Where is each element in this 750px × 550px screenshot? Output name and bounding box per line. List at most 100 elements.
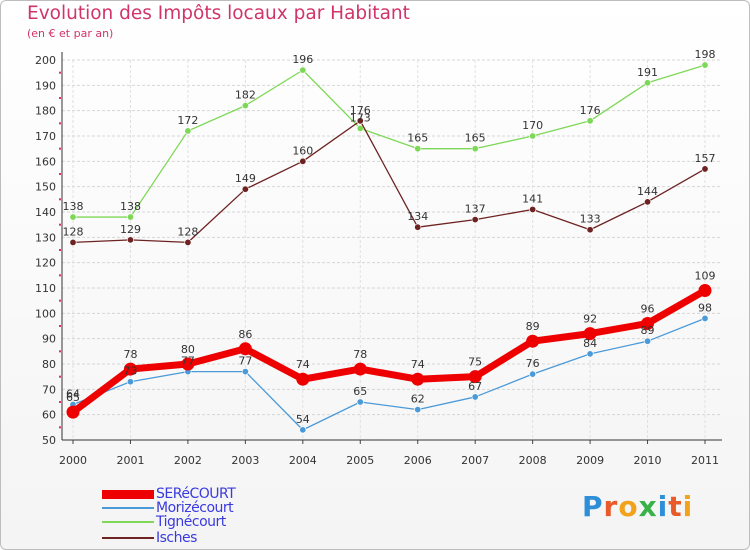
- data-point-isches: [241, 185, 249, 193]
- data-label-isches: 144: [637, 185, 658, 198]
- data-label-tignecourt: 170: [522, 119, 543, 132]
- legend-label: SERéCOURT: [156, 486, 236, 502]
- y-tick-label: 60: [42, 409, 56, 422]
- proxiti-logo: Proxiti: [582, 490, 693, 523]
- y-tick-label: 170: [35, 130, 56, 143]
- data-point-isches: [586, 226, 594, 234]
- y-minor-tick: [59, 274, 61, 277]
- data-label-tignecourt: 198: [695, 48, 716, 61]
- y-minor-tick: [59, 147, 61, 150]
- data-point-morizecourt: [299, 426, 307, 434]
- y-tick-label: 190: [35, 79, 56, 92]
- data-point-isches: [299, 157, 307, 165]
- legend-item-serecourt[interactable]: SERéCOURT: [102, 486, 236, 502]
- data-point-serecourt: [468, 370, 482, 384]
- data-point-tignecourt: [241, 102, 249, 110]
- data-point-serecourt: [583, 327, 597, 341]
- data-label-tignecourt: 172: [177, 114, 198, 127]
- chart-subtitle: (en € et par an): [27, 27, 114, 40]
- y-tick-label: 160: [35, 155, 56, 168]
- data-point-morizecourt: [701, 314, 709, 322]
- data-label-serecourt: 86: [238, 328, 252, 341]
- data-label-tignecourt: 191: [637, 66, 658, 79]
- data-point-morizecourt: [644, 337, 652, 345]
- data-label-isches: 133: [580, 213, 601, 226]
- data-label-isches: 137: [465, 203, 486, 216]
- data-label-tignecourt: 138: [120, 200, 141, 213]
- data-label-isches: 149: [235, 172, 256, 185]
- data-label-morizecourt: 77: [181, 355, 195, 368]
- logo-letter: i: [657, 490, 669, 523]
- y-minor-tick: [59, 122, 61, 125]
- data-point-tignecourt: [69, 213, 77, 221]
- data-label-serecourt: 109: [695, 270, 716, 283]
- x-tick-label: 2007: [461, 454, 489, 467]
- data-label-morizecourt: 65: [353, 385, 367, 398]
- y-tick-label: 50: [42, 434, 56, 447]
- data-label-morizecourt: 62: [411, 393, 425, 406]
- series-line-tignecourt: [73, 64, 706, 218]
- y-minor-tick: [59, 249, 61, 251]
- data-label-serecourt: 96: [641, 302, 655, 315]
- data-labels: 138 138 172 182 196 173 165 165 170 176 191 198 128 1…: [63, 48, 716, 426]
- x-tick-label: 2008: [519, 454, 547, 467]
- legend-item-morizecourt[interactable]: Morizécourt: [102, 500, 234, 516]
- data-point-serecourt: [526, 334, 540, 348]
- data-point-tignecourt: [184, 127, 192, 135]
- y-minor-tick: [59, 71, 61, 74]
- data-point-serecourt: [66, 405, 80, 419]
- data-point-morizecourt: [241, 368, 249, 376]
- data-point-serecourt: [238, 342, 252, 356]
- data-label-morizecourt: 76: [526, 357, 540, 370]
- data-point-serecourt: [296, 372, 310, 386]
- data-point-tignecourt: [356, 124, 364, 132]
- data-label-morizecourt: 84: [583, 337, 597, 350]
- y-minor-tick: [59, 350, 61, 353]
- data-label-isches: 128: [63, 225, 84, 238]
- logo-letter: x: [638, 490, 658, 523]
- legend-swatch-morizecourt: [102, 507, 154, 509]
- data-label-isches: 157: [695, 152, 716, 165]
- y-tick-label: 130: [35, 231, 56, 244]
- data-label-tignecourt: 173: [350, 111, 371, 124]
- axes: 50 60 70 80 90 100 110 120 130 140 150 160 170 180 190…: [35, 52, 722, 467]
- data-point-tignecourt: [299, 66, 307, 74]
- logo-letter: r: [603, 490, 619, 523]
- legend-item-isches[interactable]: Isches: [102, 530, 197, 546]
- data-label-isches: 176: [350, 104, 371, 117]
- data-point-serecourt: [641, 316, 655, 330]
- y-minor-tick: [59, 198, 61, 201]
- x-tick-label: 2004: [289, 454, 317, 467]
- legend-item-tignecourt[interactable]: Tignécourt: [102, 514, 226, 530]
- data-label-morizecourt: 67: [468, 380, 482, 393]
- data-label-serecourt: 74: [296, 358, 310, 371]
- data-label-isches: 141: [522, 192, 543, 205]
- y-tick-label: 110: [35, 282, 56, 295]
- series-line-serecourt: [70, 287, 707, 415]
- data-label-morizecourt: 98: [698, 301, 712, 314]
- data-label-tignecourt: 176: [580, 104, 601, 117]
- x-tick-label: 2006: [404, 454, 432, 467]
- y-minor-tick: [59, 299, 61, 302]
- data-point-morizecourt: [586, 350, 594, 358]
- x-tick-label: 2000: [59, 454, 87, 467]
- legend-label: Tignécourt: [156, 514, 226, 530]
- data-point-tignecourt: [414, 145, 422, 153]
- data-point-serecourt: [353, 362, 367, 376]
- data-point-serecourt: [181, 357, 195, 371]
- data-point-serecourt: [123, 362, 137, 376]
- data-label-isches: 128: [177, 225, 198, 238]
- data-point-morizecourt: [126, 378, 134, 386]
- y-minor-tick: [59, 375, 61, 378]
- data-label-morizecourt: 64: [66, 388, 80, 401]
- data-point-isches: [69, 238, 77, 246]
- data-point-serecourt: [411, 372, 425, 386]
- series-line-isches: [72, 120, 706, 244]
- data-point-isches: [184, 238, 192, 246]
- data-label-tignecourt: 138: [63, 200, 84, 213]
- data-label-serecourt: 92: [583, 313, 597, 326]
- data-point-morizecourt: [471, 393, 479, 401]
- x-tick-label: 2009: [576, 454, 604, 467]
- y-minor-tick: [59, 401, 61, 403]
- legend-label: Isches: [156, 530, 197, 546]
